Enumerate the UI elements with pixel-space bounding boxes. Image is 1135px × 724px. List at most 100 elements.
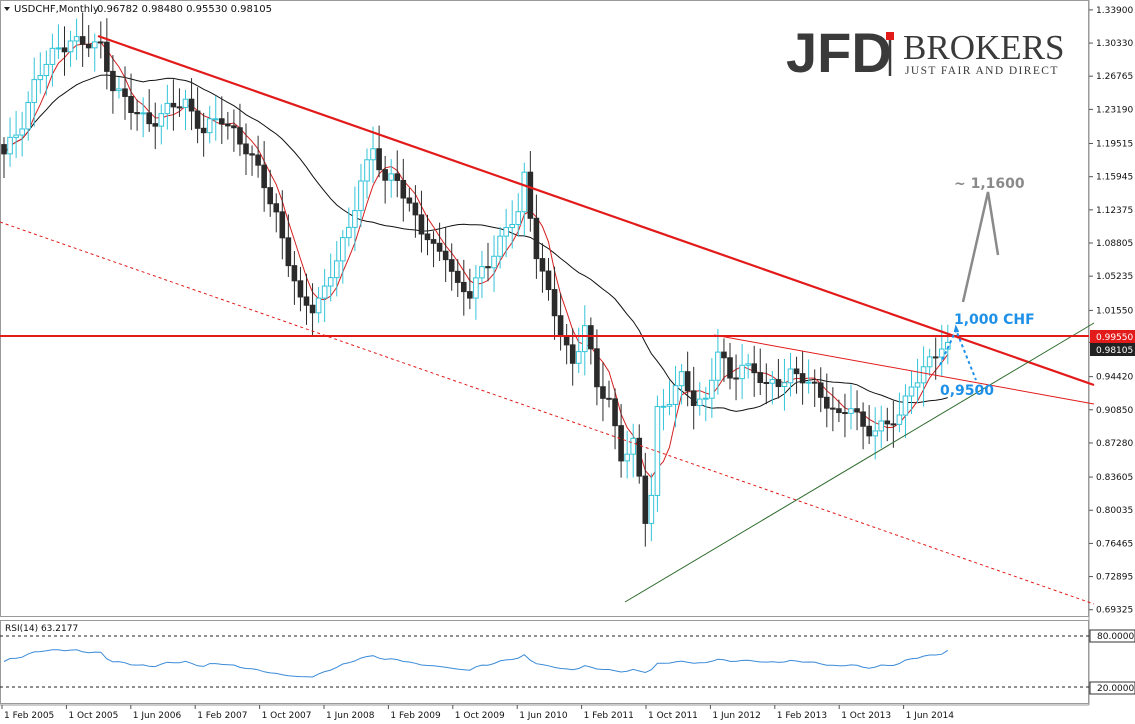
candle-body <box>346 226 352 239</box>
candle-body <box>932 356 939 359</box>
candle-body <box>164 102 171 115</box>
bullish-candle <box>624 430 630 479</box>
price-tick-label: 0.72895 <box>1096 573 1133 583</box>
time-tick-label: 1 Jun 2010 <box>519 711 568 721</box>
candle-body <box>340 237 346 262</box>
candle-body <box>551 289 558 317</box>
candle-body <box>219 118 225 125</box>
time-axis: 1 Feb 2005 1 Oct 2005 1 Jun 2006 1 Feb 2007… <box>1 705 955 721</box>
bearish-candle <box>824 373 830 428</box>
bearish-candle <box>836 399 842 423</box>
candle-body <box>757 372 764 383</box>
candle-body <box>527 171 534 219</box>
candle-body <box>485 266 491 269</box>
symbol-dropdown-icon[interactable] <box>4 7 10 11</box>
bearish-candle <box>134 99 140 131</box>
bearish-candle <box>884 407 891 442</box>
time-tick-label: 1 Oct 2005 <box>68 711 118 721</box>
candle-body <box>73 36 80 42</box>
rsi-20-label: 20.0000 <box>1097 684 1134 694</box>
bearish-candle <box>122 66 128 120</box>
candle-body <box>588 325 594 350</box>
candle-body <box>55 47 62 50</box>
candle-body <box>388 173 394 181</box>
candle-body <box>684 371 691 392</box>
bullish-candle <box>896 392 903 433</box>
bullish-candle <box>164 84 171 130</box>
candle-body <box>569 344 576 364</box>
bullish-candle <box>920 346 927 407</box>
bearish-candle <box>176 88 183 117</box>
candle-body <box>110 70 116 92</box>
bullish-candle <box>37 52 44 94</box>
price-tick-label: 0.80035 <box>1096 506 1133 516</box>
candle-body <box>370 148 376 161</box>
candle-body <box>594 348 600 388</box>
candle-body <box>436 242 443 252</box>
bearish-candle <box>727 342 733 390</box>
rsi-80-label: 80.0000 <box>1097 632 1134 642</box>
bullish-candle <box>497 226 503 269</box>
bullish-candle <box>914 358 921 404</box>
candle-body <box>128 95 134 114</box>
bearish-candle <box>104 18 110 90</box>
bullish-candle <box>55 24 62 59</box>
bearish-candle <box>569 328 576 386</box>
bullish-candle <box>212 95 219 141</box>
minor-resistance-line <box>713 334 1095 405</box>
candle-body <box>769 379 776 384</box>
candle-body <box>273 203 280 213</box>
bearish-candle <box>297 266 304 312</box>
rsi-80-tag <box>1089 629 1135 643</box>
bullish-candle <box>515 193 522 237</box>
bullish-candle <box>206 105 213 144</box>
candle-body <box>787 368 794 384</box>
candle-body <box>563 335 570 346</box>
bullish-candle <box>491 235 497 292</box>
candle-body <box>878 420 885 432</box>
candle-body <box>116 88 122 92</box>
target-0950-label: 0,9500 <box>940 383 994 399</box>
candle-body <box>666 404 673 407</box>
time-tick-label: 1 Jun 2014 <box>906 711 955 721</box>
bearish-candle <box>170 79 177 131</box>
bearish-candle <box>448 243 455 291</box>
candle-body <box>545 270 552 291</box>
bearish-candle <box>394 150 401 198</box>
candle-body <box>7 136 13 155</box>
bearish-candle <box>128 73 134 130</box>
bearish-candle <box>303 273 310 325</box>
bearish-candle <box>600 362 606 422</box>
bullish-candle <box>902 384 909 439</box>
candle-body <box>182 98 189 108</box>
bearish-candle <box>467 268 473 310</box>
bearish-candle <box>733 354 739 401</box>
bearish-candle <box>436 222 443 262</box>
bearish-candle <box>890 400 897 448</box>
logo-tagline: JUST FAIR AND DIRECT <box>905 65 1059 77</box>
gray-projection-path <box>961 191 1000 303</box>
price-tick-label: 1.08805 <box>1096 239 1133 249</box>
candle-body <box>842 412 848 415</box>
candle-body <box>79 36 86 45</box>
bearish-candle <box>79 12 86 67</box>
price-tick-label: 0.83605 <box>1096 473 1133 483</box>
chart-header: USDCHF,Monthly 0.96782 0.98480 0.95530 0… <box>4 4 272 15</box>
candle-body <box>805 381 812 384</box>
bearish-candle <box>594 329 600 406</box>
bullish-candle <box>503 208 509 258</box>
bearish-candle <box>231 109 237 152</box>
candle-body <box>624 453 630 462</box>
candle-body <box>43 63 50 77</box>
candle-body <box>309 304 316 314</box>
target-1160-label: ~ 1,1600 <box>954 176 1025 192</box>
time-tick-label: 1 Feb 2007 <box>197 711 247 721</box>
price-tick-label: 1.01550 <box>1096 306 1133 316</box>
candle-body <box>61 47 68 53</box>
current-price-tag <box>1090 343 1135 356</box>
bearish-candle <box>255 135 261 178</box>
bearish-candle <box>636 424 643 484</box>
candle-body <box>1 144 7 155</box>
bullish-candle <box>678 364 685 405</box>
bullish-candle <box>340 230 346 284</box>
